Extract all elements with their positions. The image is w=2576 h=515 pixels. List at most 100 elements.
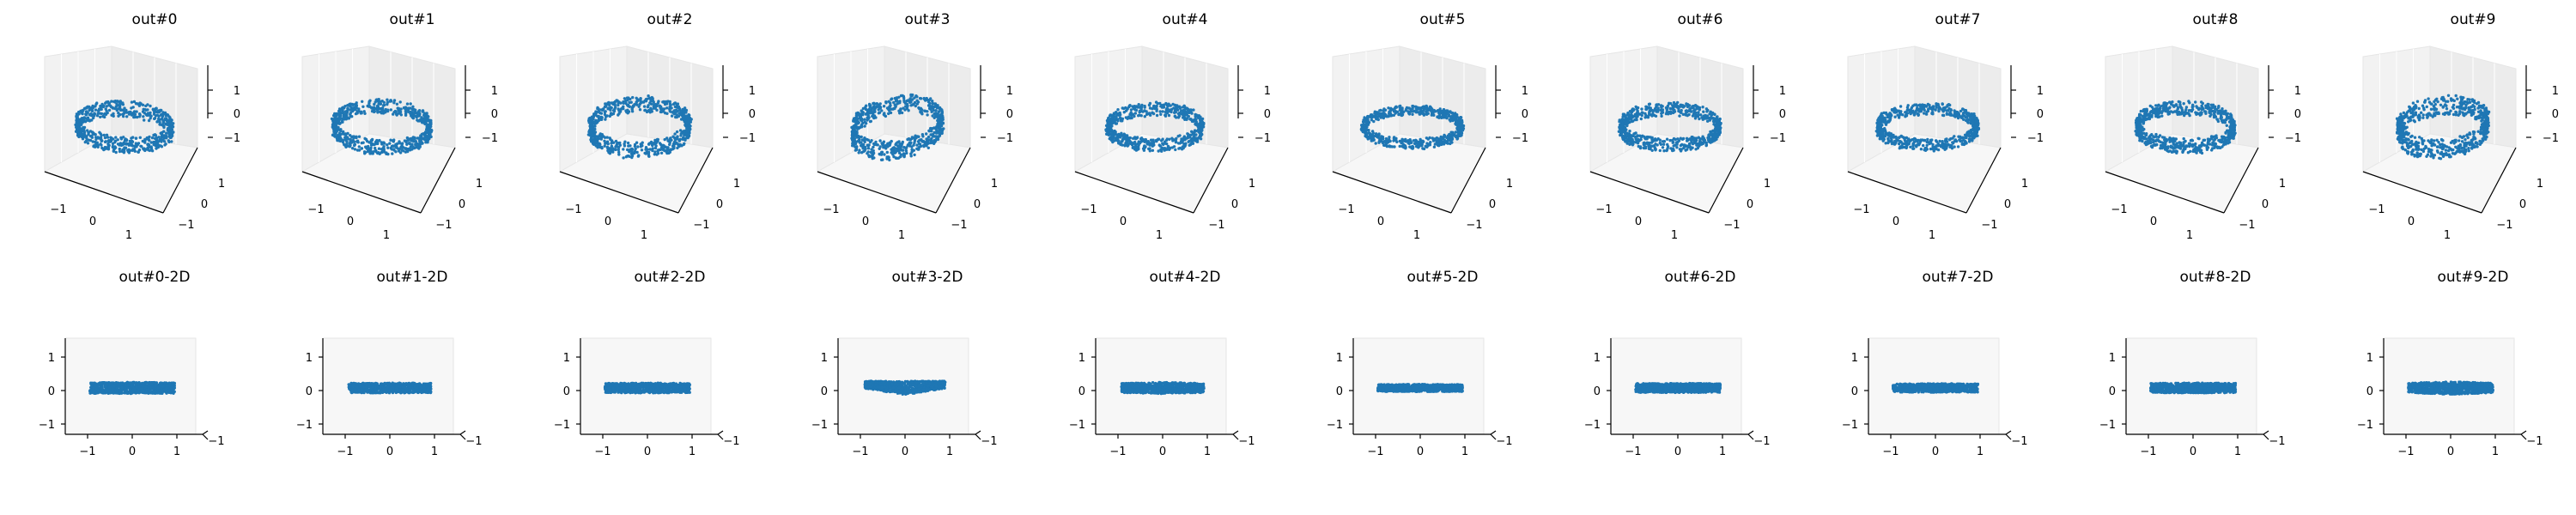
data-point	[154, 134, 158, 137]
data-point	[852, 130, 855, 134]
data-point	[1455, 123, 1458, 126]
data-point	[630, 107, 634, 111]
data-point	[593, 140, 598, 144]
data-point	[858, 113, 861, 118]
y-tick-label: 0	[1231, 198, 1238, 211]
y-tick-label: 0	[1489, 198, 1496, 211]
data-point	[665, 102, 669, 106]
data-point	[1432, 113, 1436, 117]
data-point	[1182, 136, 1186, 141]
data-point	[1175, 136, 1178, 141]
x-tick-label: −1	[1080, 203, 1097, 216]
data-point	[1696, 146, 1700, 150]
data-point	[624, 155, 629, 159]
data-point	[1158, 144, 1163, 148]
z-tick-label: −1	[482, 132, 498, 145]
data-point	[117, 104, 120, 107]
data-point	[1139, 105, 1143, 108]
data-point	[100, 102, 104, 106]
panel-3d-6: out#610−1−101−101	[1589, 11, 1786, 242]
data-point	[127, 112, 131, 116]
data-point	[665, 106, 669, 110]
data-point	[1165, 142, 1169, 146]
data-point	[1695, 138, 1698, 142]
data-point	[1401, 138, 1406, 142]
data-point	[605, 115, 608, 118]
z-tick-label: 0	[1779, 108, 1786, 121]
data-point	[100, 133, 103, 137]
data-point	[668, 109, 671, 113]
panel-title: out#1	[390, 11, 435, 28]
data-point	[389, 146, 393, 150]
data-point	[382, 103, 386, 107]
data-point	[858, 135, 861, 139]
y-tick-label: 0	[974, 198, 981, 211]
data-point	[130, 100, 134, 104]
data-point	[653, 105, 658, 109]
data-point	[1432, 145, 1437, 148]
data-point	[1161, 137, 1164, 141]
data-point	[107, 101, 111, 106]
data-point	[688, 131, 691, 135]
data-point	[885, 157, 889, 161]
data-point	[103, 136, 107, 140]
x-tick-label: 1	[1413, 229, 1420, 242]
data-point	[616, 145, 619, 148]
data-point	[416, 114, 419, 118]
data-point	[1197, 125, 1200, 129]
data-point	[86, 129, 89, 132]
data-point	[356, 141, 360, 144]
data-point	[1418, 106, 1422, 110]
data-point	[1448, 118, 1451, 122]
data-point	[645, 110, 649, 114]
data-point	[409, 102, 412, 106]
data-point	[343, 132, 346, 136]
data-point	[1434, 110, 1437, 113]
data-point	[111, 144, 115, 148]
data-point	[82, 132, 86, 136]
data-point	[853, 126, 857, 130]
data-point	[646, 97, 649, 101]
data-point	[609, 148, 612, 151]
data-point	[85, 135, 88, 138]
data-point	[1161, 147, 1164, 150]
panel-3d-1: out#110−1−101−101	[301, 11, 498, 242]
data-point	[1458, 130, 1461, 134]
data-point	[1164, 101, 1168, 106]
data-point	[897, 144, 901, 148]
data-point	[409, 148, 412, 152]
data-point	[422, 132, 425, 136]
data-point	[1442, 142, 1445, 145]
data-point	[112, 100, 116, 104]
data-point	[600, 145, 604, 149]
data-point	[398, 100, 402, 104]
data-point	[162, 130, 166, 133]
data-point	[125, 139, 128, 142]
data-point	[122, 151, 126, 154]
data-point	[1422, 109, 1425, 112]
data-point	[908, 141, 912, 144]
data-point	[852, 118, 855, 122]
data-point	[622, 101, 625, 105]
data-point	[864, 112, 868, 116]
data-point	[940, 131, 944, 135]
data-point	[927, 106, 932, 111]
data-point	[1697, 113, 1700, 117]
data-point	[861, 145, 865, 148]
data-point	[164, 136, 168, 140]
data-point	[411, 105, 415, 109]
data-point	[341, 120, 344, 124]
data-point	[389, 108, 392, 112]
data-point	[623, 140, 627, 143]
data-point	[904, 105, 908, 108]
data-point	[1460, 120, 1464, 124]
data-point	[611, 150, 615, 154]
data-point	[647, 142, 651, 146]
data-point	[161, 132, 164, 136]
data-point	[1184, 142, 1188, 145]
data-point	[653, 146, 658, 150]
z-tick-label: −1	[739, 132, 756, 145]
x-tick-label: −1	[307, 203, 324, 216]
data-point	[1656, 103, 1659, 107]
data-point	[131, 106, 135, 109]
